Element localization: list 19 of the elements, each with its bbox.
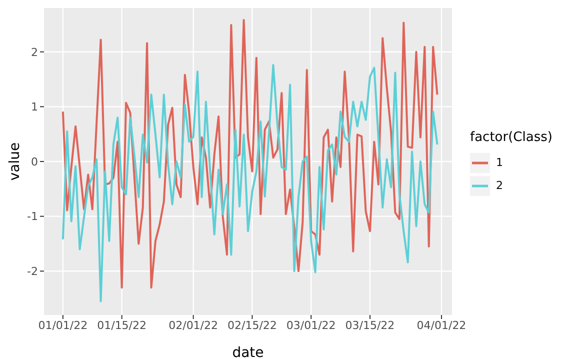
legend-label: 1 bbox=[496, 156, 503, 169]
x-tick-label: 03/01/22 bbox=[286, 318, 336, 332]
x-tick-label: 02/15/22 bbox=[228, 318, 277, 332]
y-tick-label: 2 bbox=[31, 46, 38, 59]
y-tick-label: 0 bbox=[31, 155, 38, 168]
y-axis-title: value bbox=[6, 142, 23, 181]
y-tick-label: 1 bbox=[31, 100, 38, 114]
x-axis-title: date bbox=[232, 345, 264, 359]
line-series bbox=[62, 64, 438, 302]
x-tick-label: 01/01/22 bbox=[38, 318, 88, 332]
line-series bbox=[62, 19, 438, 289]
legend-label: 2 bbox=[496, 179, 503, 192]
x-tick-label: 03/15/22 bbox=[345, 318, 395, 332]
x-tick-label: 04/01/22 bbox=[416, 318, 466, 332]
y-tick-label: -2 bbox=[27, 265, 38, 278]
legend-title: factor(Class) bbox=[470, 130, 552, 145]
x-tick-label: 01/15/22 bbox=[97, 318, 147, 332]
y-tick-label: -1 bbox=[27, 210, 38, 224]
x-tick-label: 02/01/22 bbox=[168, 318, 218, 332]
